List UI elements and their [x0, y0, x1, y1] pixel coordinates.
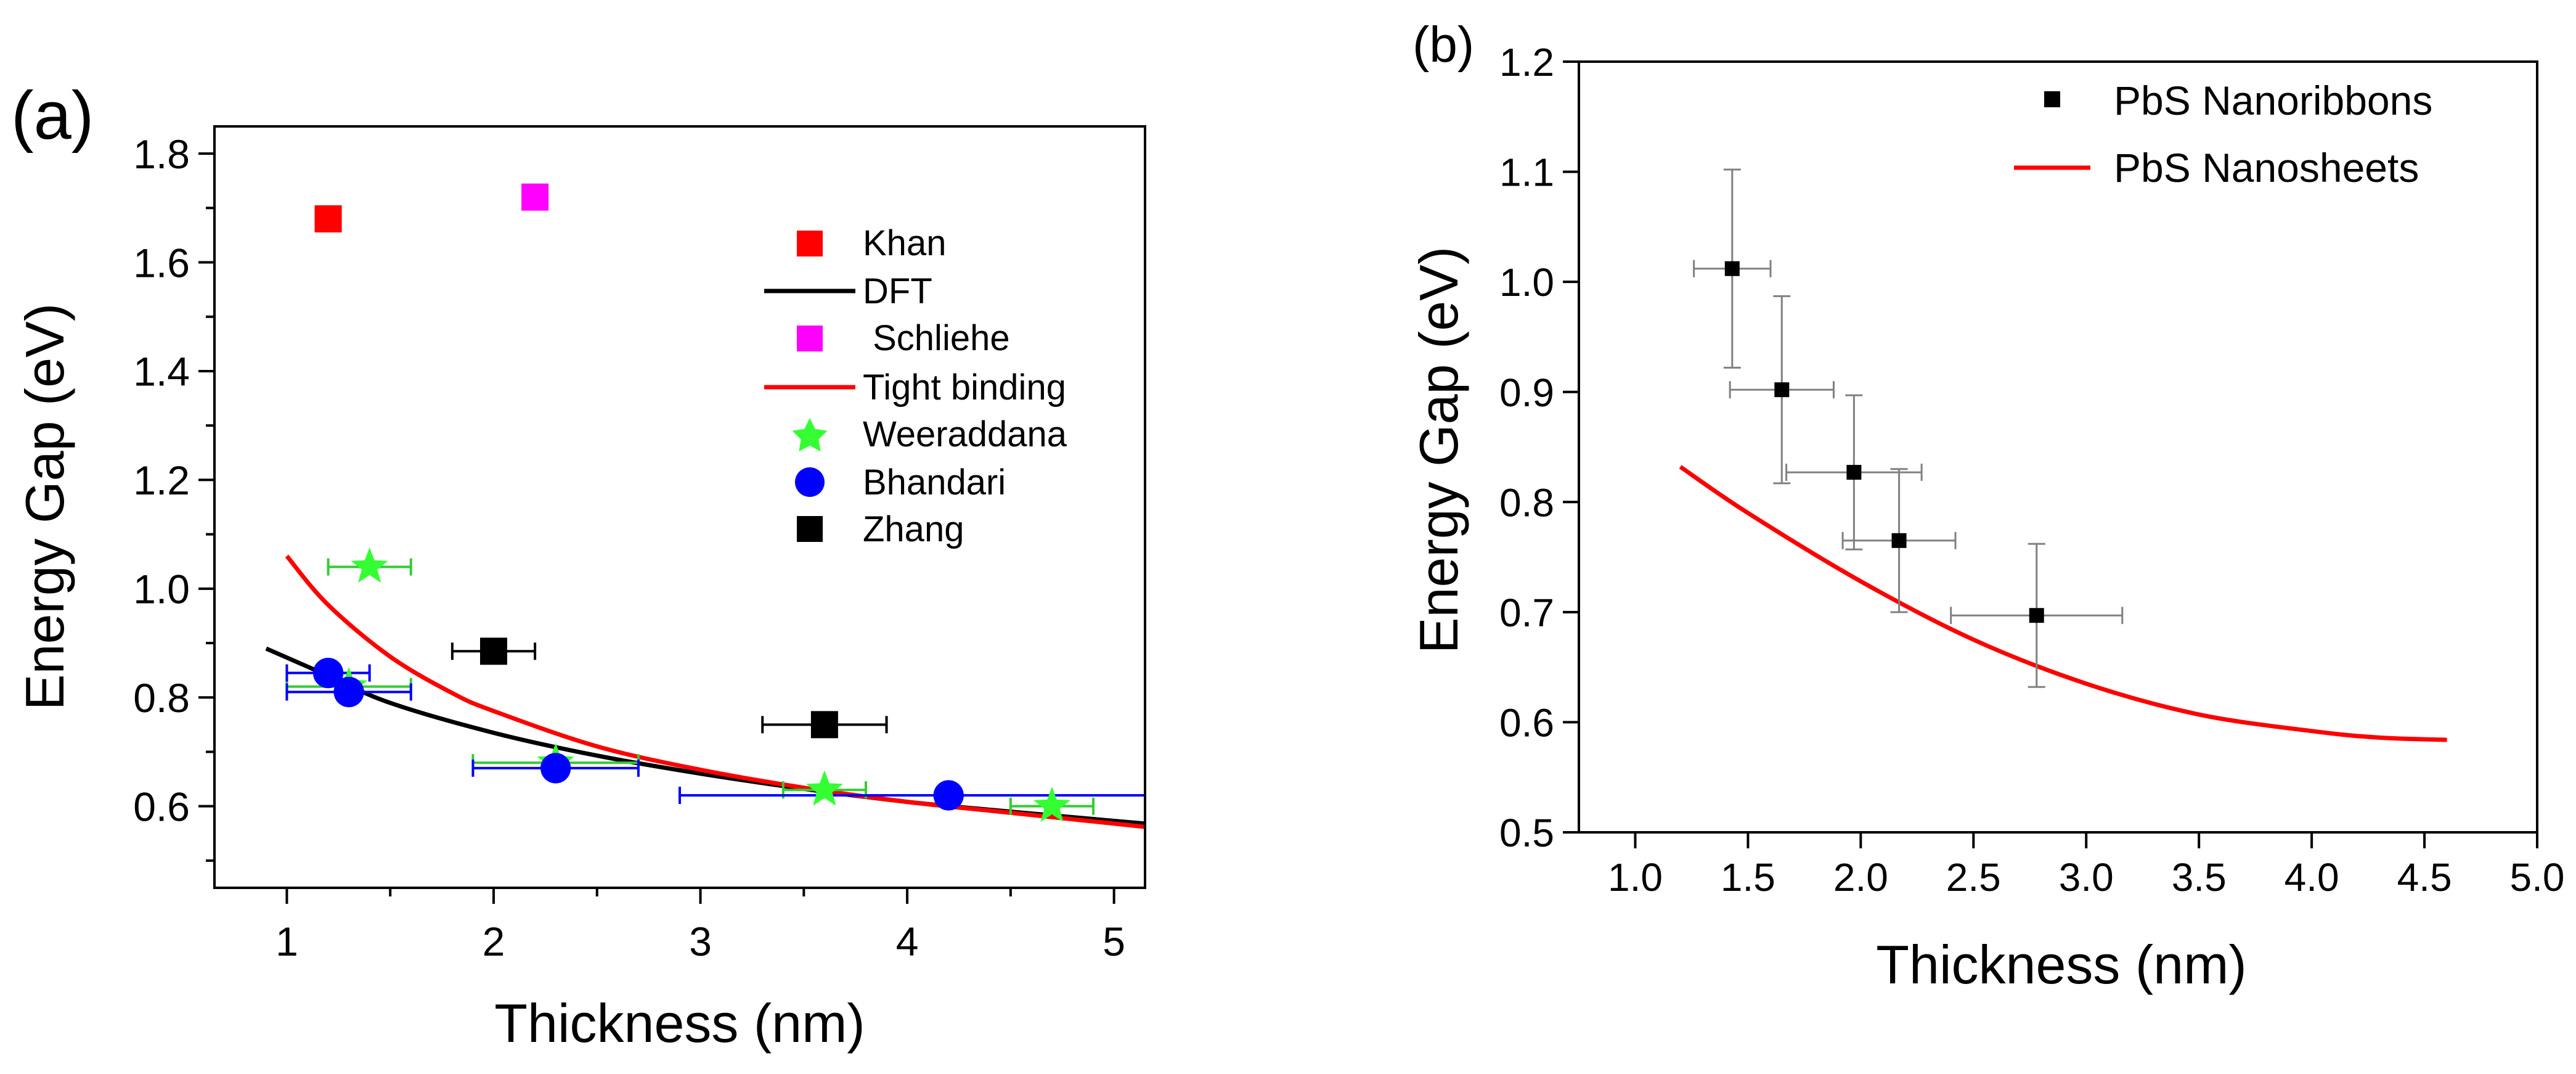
x-tick-label: 4.5: [2397, 855, 2452, 900]
zhang-point: [480, 637, 507, 665]
panel-a-plot-frame: [213, 125, 1146, 889]
y-tick-label: 1.4: [133, 349, 190, 395]
panel-a-y-axis-label: Energy Gap (eV): [14, 303, 75, 710]
pbs-nanoribbons-point: [1846, 465, 1862, 480]
y-tick-label: 1.0: [1499, 260, 1554, 305]
x-tick-label: 5: [1103, 919, 1125, 964]
bhandari-point: [540, 753, 571, 784]
panel-a: (a) 1 2 3 4 5 0.6 0.8 1.0 1.2 1.4 1.6 1.8 Thickness…: [11, 78, 1146, 1054]
pbs-nanoribbons-point: [2029, 608, 2044, 623]
bhandari-point: [333, 676, 364, 708]
panel-a-plot-area: [265, 554, 1145, 829]
legend-nanoribbons-marker: [2044, 91, 2060, 107]
x-tick-label: 2: [483, 919, 505, 964]
weeraddana-point: [1033, 787, 1071, 822]
y-tick-label: 0.5: [1499, 811, 1554, 855]
panel-b-y-axis-label: Energy Gap (eV): [1408, 247, 1469, 654]
panel-a-ticks: 1 2 3 4 5 0.6 0.8 1.0 1.2 1.4 1.6 1.8: [133, 131, 1125, 964]
y-tick-label: 1.8: [133, 131, 190, 177]
pbs-nanoribbons-point: [1774, 382, 1790, 398]
y-tick-label: 1.0: [133, 567, 190, 612]
y-tick-label: 1.2: [1499, 40, 1554, 84]
x-tick-label: 4.0: [2285, 855, 2339, 900]
panel-b-series: [1679, 168, 2447, 742]
x-tick-label: 1.0: [1608, 855, 1663, 900]
panel-b: (b) 1.0 1.5 2.0 2.5 3.0 3.5 4.0 4.5 5.0 0.5 0.6 0.7…: [1408, 17, 2564, 995]
schliehe-point: [521, 183, 549, 211]
legend-weeraddana-label: Weeraddana: [863, 414, 1067, 454]
y-tick-label: 0.9: [1499, 371, 1554, 415]
x-tick-label: 1.5: [1721, 855, 1775, 900]
x-tick-label: 2.0: [1833, 855, 1888, 900]
legend-bhandari-label: Bhandari: [863, 462, 1006, 502]
legend-schliehe-label: Schliehe: [863, 318, 1010, 358]
khan-point: [314, 205, 342, 232]
y-tick-label: 1.2: [133, 457, 190, 503]
panel-a-series: [265, 183, 1145, 829]
legend-zhang-label: Zhang: [863, 509, 964, 549]
weeraddana-point: [351, 547, 388, 583]
panel-a-x-axis-label: Thickness (nm): [494, 993, 865, 1054]
legend-khan-marker: [797, 231, 823, 256]
y-tick-label: 0.8: [1499, 480, 1554, 525]
legend-schliehe-marker: [797, 326, 823, 351]
panel-a-legend: Khan DFT Schliehe Tight binding Weeradda…: [764, 223, 1067, 549]
pbs-nanosheets-curve: [1679, 465, 2447, 742]
panel-b-label: (b): [1412, 17, 1474, 73]
x-tick-label: 3.5: [2172, 855, 2227, 900]
y-tick-label: 0.6: [133, 784, 190, 829]
weeraddana-point: [805, 770, 843, 806]
tight-binding-curve: [285, 554, 1145, 829]
x-tick-label: 5.0: [2510, 855, 2565, 900]
legend-tight-binding-label: Tight binding: [863, 367, 1066, 408]
legend-weeraddana-marker: [792, 418, 828, 452]
zhang-point: [810, 711, 838, 739]
panel-b-plot-frame: [1578, 60, 2538, 834]
bhandari-point: [312, 657, 344, 689]
legend-dft-label: DFT: [863, 271, 932, 311]
x-tick-label: 2.5: [1946, 855, 2001, 900]
legend-zhang-marker: [797, 516, 823, 542]
x-tick-label: 4: [896, 919, 919, 964]
panel-b-ticks: 1.0 1.5 2.0 2.5 3.0 3.5 4.0 4.5 5.0 0.5 0.6 0.7 0.8 0…: [1499, 40, 2564, 900]
pbs-nanoribbons-point: [1724, 261, 1740, 276]
pbs-nanoribbons-point: [1891, 533, 1907, 548]
x-tick-label: 3.0: [2059, 855, 2114, 900]
x-tick-label: 1: [275, 919, 298, 964]
y-tick-label: 0.8: [133, 675, 190, 721]
panel-a-label: (a): [11, 78, 94, 154]
legend-bhandari-marker: [795, 467, 825, 497]
y-tick-label: 1.6: [133, 240, 190, 285]
y-tick-label: 0.6: [1499, 700, 1554, 745]
panel-b-x-axis-label: Thickness (nm): [1876, 934, 2246, 995]
panel-b-legend: PbS Nanoribbons PbS Nanosheets: [2014, 78, 2432, 191]
y-tick-label: 0.7: [1499, 591, 1554, 635]
legend-khan-label: Khan: [863, 223, 946, 263]
legend-nanosheets-label: PbS Nanosheets: [2114, 145, 2419, 191]
panel-b-plot-area: [1679, 168, 2447, 742]
dft-curve: [265, 646, 1145, 826]
legend-nanoribbons-label: PbS Nanoribbons: [2114, 78, 2432, 123]
x-tick-label: 3: [689, 919, 712, 964]
y-tick-label: 1.1: [1499, 150, 1554, 195]
bhandari-point: [933, 780, 964, 811]
